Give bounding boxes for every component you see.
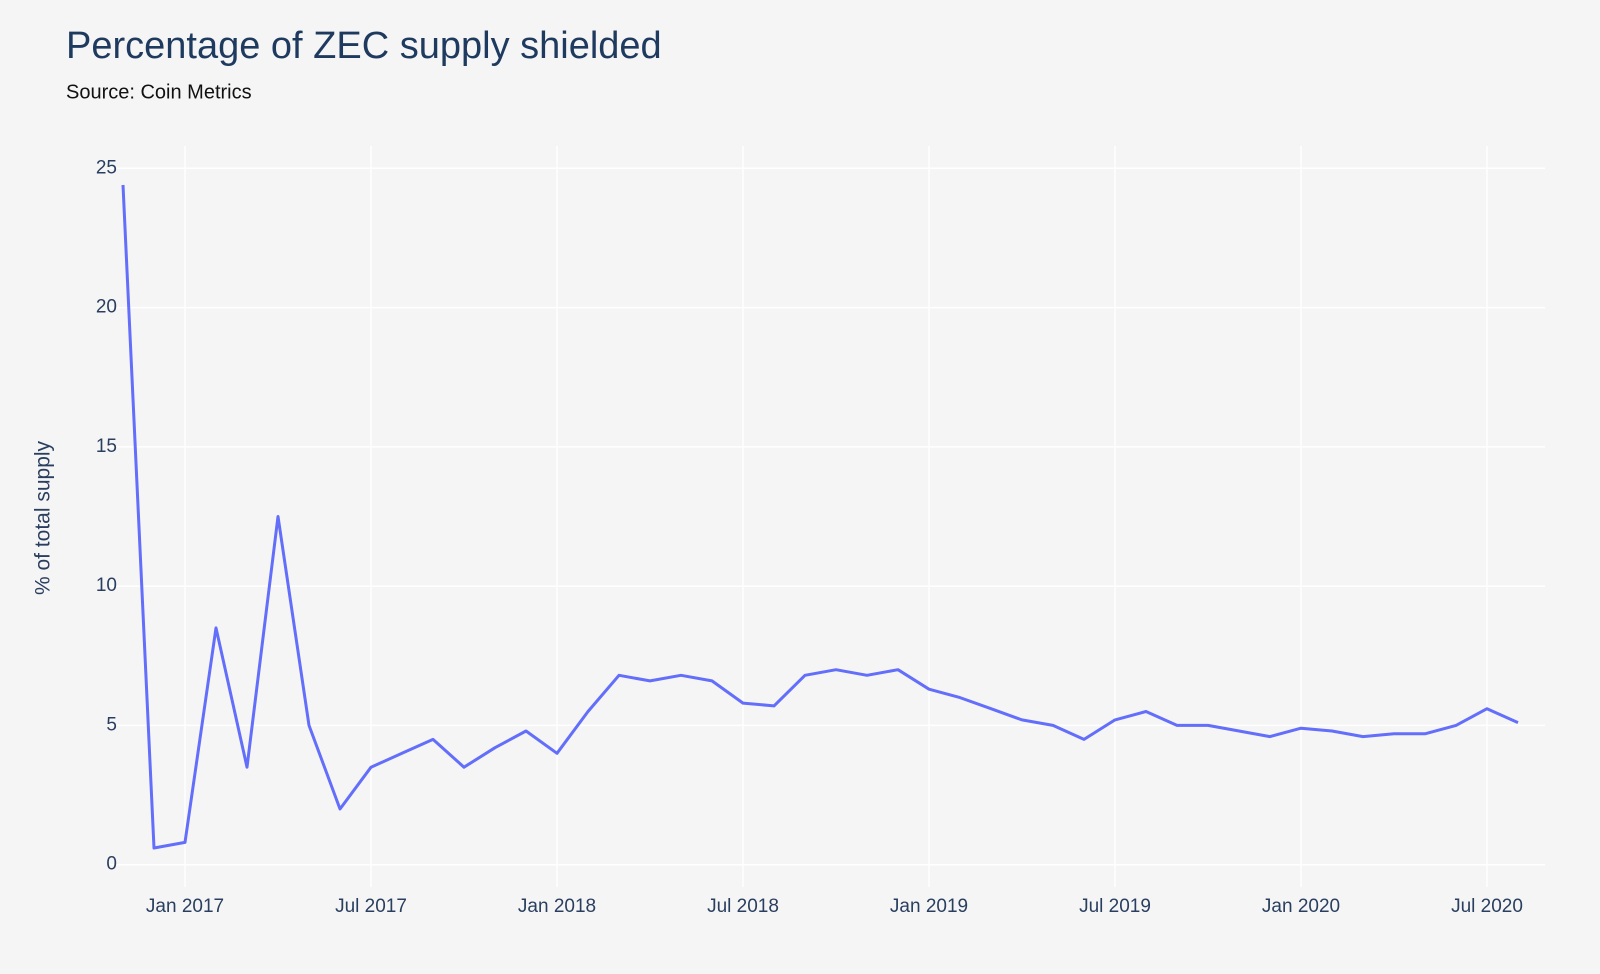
y-tick-label: 20 bbox=[96, 297, 117, 318]
plot bbox=[121, 184, 1519, 850]
data-line bbox=[121, 184, 1519, 850]
x-tick-label: Jan 2018 bbox=[518, 896, 596, 917]
x-tick-label: Jul 2020 bbox=[1451, 896, 1523, 917]
x-tick-label: Jul 2017 bbox=[335, 896, 407, 917]
x-tick-label: Jul 2018 bbox=[707, 896, 779, 917]
x-tick-label: Jul 2019 bbox=[1079, 896, 1151, 917]
x-tick-label: Jan 2017 bbox=[146, 896, 224, 917]
y-tick-label: 5 bbox=[106, 714, 117, 735]
chart-subtitle: Source: Coin Metrics bbox=[66, 81, 252, 103]
y-tick-label: 15 bbox=[96, 436, 117, 457]
y-tick-label: 0 bbox=[106, 854, 117, 875]
y-tick-label: 10 bbox=[96, 575, 117, 596]
x-tick-label: Jan 2019 bbox=[890, 896, 968, 917]
y-axis-label: % of total supply bbox=[32, 440, 55, 595]
grid bbox=[110, 146, 1545, 887]
chart-title: Percentage of ZEC supply shielded bbox=[66, 25, 662, 67]
y-tick-label: 25 bbox=[96, 157, 117, 178]
x-tick-label: Jan 2020 bbox=[1262, 896, 1340, 917]
